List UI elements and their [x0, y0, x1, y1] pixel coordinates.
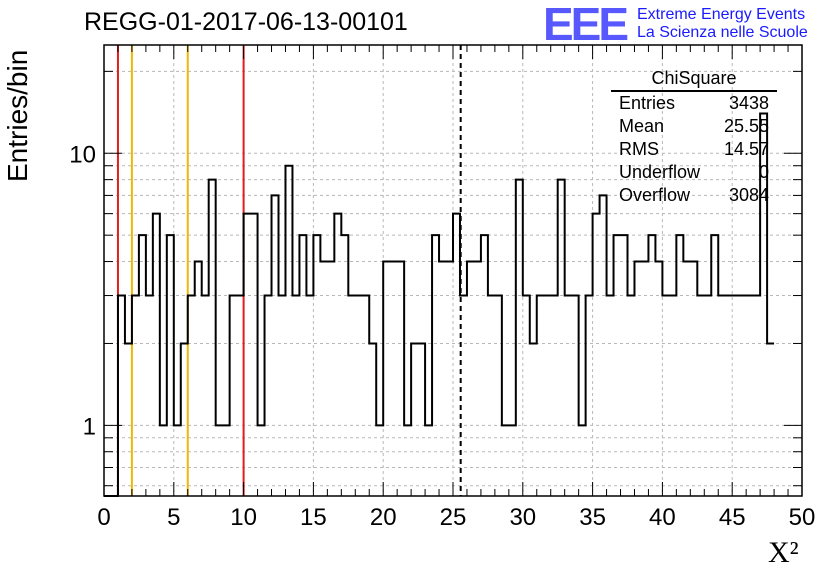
- stats-value: 3084: [728, 185, 769, 205]
- stats-box: ChiSquare Entries 3438 Mean 25.55 RMS 14.57…: [611, 67, 777, 207]
- stats-value: 3438: [728, 93, 769, 113]
- stats-label: Entries: [619, 93, 676, 113]
- run-title: REGG-01-2017-06-13-00101: [84, 8, 408, 36]
- stats-label: Underflow: [619, 162, 701, 182]
- x-tick-label: 5: [167, 504, 180, 531]
- x-tick-label: 40: [649, 504, 676, 531]
- stats-row-underflow: Underflow 0: [611, 161, 777, 184]
- stats-value: 14.57: [723, 139, 769, 159]
- brand-line-1: Extreme Energy Events: [637, 6, 806, 23]
- x-tick-label: 25: [440, 504, 467, 531]
- x-tick-label: 50: [789, 504, 816, 531]
- stats-row-overflow: Overflow 3084: [611, 184, 777, 207]
- x-tick-label: 15: [300, 504, 327, 531]
- stats-label: Mean: [619, 116, 665, 136]
- stats-label: Overflow: [619, 185, 691, 205]
- stats-title: ChiSquare: [611, 67, 777, 92]
- stats-value: 0: [758, 162, 769, 182]
- brand-line-2: La Scienza nelle Scuole: [637, 24, 808, 41]
- x-tick-label: 20: [370, 504, 397, 531]
- histogram-line: [104, 112, 775, 497]
- x-axis-label: X²: [768, 536, 799, 569]
- y-tick-label: 10: [69, 141, 96, 168]
- y-tick-label: 1: [83, 413, 96, 440]
- stats-value: 25.55: [723, 116, 769, 136]
- x-tick-label: 45: [719, 504, 746, 531]
- stats-row-mean: Mean 25.55: [611, 115, 777, 138]
- stats-label: RMS: [619, 139, 659, 159]
- stats-row-rms: RMS 14.57: [611, 138, 777, 161]
- x-tick-label: 10: [230, 504, 257, 531]
- x-tick-label: 30: [509, 504, 536, 531]
- y-axis-label: Entries/bin: [2, 49, 33, 182]
- eee-logo: EEE: [543, 0, 629, 50]
- stats-row-entries: Entries 3438: [611, 92, 777, 115]
- x-tick-label: 35: [579, 504, 606, 531]
- x-tick-label: 0: [97, 504, 110, 531]
